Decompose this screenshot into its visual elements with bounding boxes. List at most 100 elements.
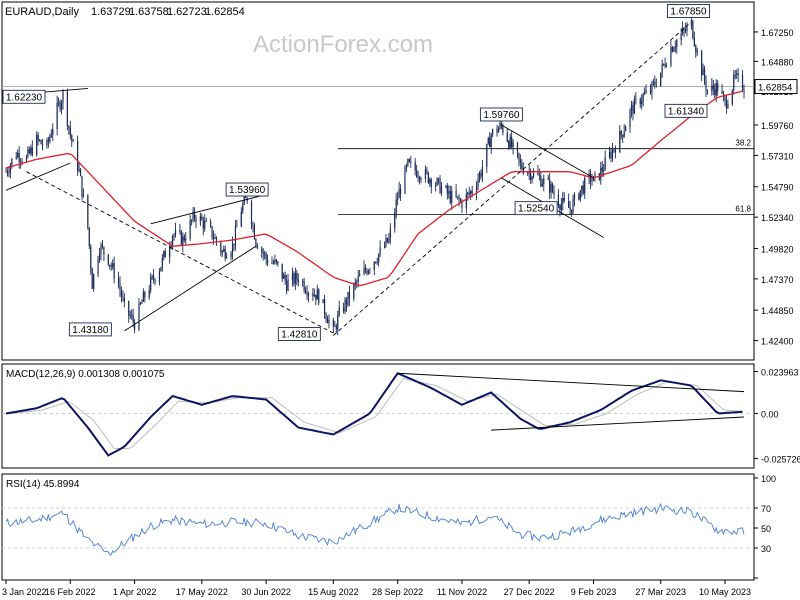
candle-body (231, 243, 234, 254)
candle-body (27, 149, 29, 157)
candle-body (508, 141, 510, 148)
candle-body (169, 247, 171, 258)
candle-body (369, 269, 371, 271)
candle-body (408, 159, 410, 162)
candle-body (386, 238, 389, 243)
candle-body (285, 280, 288, 291)
candle-body (635, 98, 637, 100)
current-price-box (754, 79, 798, 95)
candle-body (690, 20, 692, 27)
candle-body (375, 261, 377, 263)
candle-body (306, 292, 308, 296)
candle-body (144, 292, 146, 298)
candle-body (429, 179, 431, 183)
candle-body (255, 239, 257, 246)
candle-body (272, 262, 275, 264)
macd-plot (2, 372, 754, 457)
price-y-tick-label: 1.54790 (761, 183, 794, 193)
candle-body (132, 315, 134, 322)
candle-body (538, 174, 541, 176)
candle-body (49, 136, 51, 142)
price-y-tick-label: 1.67250 (761, 28, 794, 38)
candle-body (527, 172, 529, 174)
candle-body (439, 178, 441, 194)
candle-body (481, 166, 484, 177)
candle-body (332, 319, 334, 327)
candle-body (717, 83, 719, 91)
candle-body (180, 231, 182, 246)
candle-body (465, 194, 467, 209)
candle-body (153, 275, 155, 280)
price-plot: 38.2 61.8 1.67850 1.62230 1.61340 1.59760 1.53… (2, 4, 754, 341)
candle-body (541, 183, 543, 187)
candle-body (211, 226, 213, 238)
candle-body (518, 153, 520, 160)
candle-body (506, 132, 508, 142)
candle-body (731, 90, 733, 105)
candle-body (88, 227, 90, 247)
candle-body (543, 178, 545, 184)
candle-body (171, 236, 174, 245)
candle-body (737, 73, 739, 75)
candle-body (458, 196, 460, 200)
candle-body (644, 92, 646, 95)
candle-body (141, 301, 143, 304)
price-annotation-label: 1.62230 (6, 92, 43, 103)
candle-body (478, 172, 481, 180)
candle-body (477, 179, 479, 187)
candle-body (619, 131, 621, 153)
candle-body (52, 128, 54, 135)
candle-body (366, 270, 368, 274)
candle-body (379, 247, 381, 255)
candle-body (629, 110, 631, 127)
price-annotation-box (225, 182, 269, 197)
candle-body (110, 265, 112, 267)
candle-body (60, 102, 63, 110)
price-panel-frame (1, 1, 755, 361)
candle-body (424, 169, 427, 179)
candle-body (334, 326, 336, 327)
candle-body (395, 200, 397, 214)
candle-body (733, 75, 735, 91)
x-axis-tick-label: 10 May 2023 (699, 587, 751, 597)
candle-body (471, 191, 473, 194)
candle-body (266, 259, 269, 264)
candle-body (404, 167, 406, 194)
candle-body (741, 74, 744, 90)
candle-body (151, 275, 153, 278)
rsi-y-tick-label: 100 (761, 474, 776, 484)
candle-body (711, 85, 713, 92)
candle-body (623, 131, 625, 137)
candle-body (313, 294, 315, 297)
candle-body (56, 102, 58, 129)
rsi-title: RSI(14) 45.8994 (6, 479, 80, 490)
macd-signal-line (6, 377, 743, 449)
candle-body (613, 149, 615, 151)
candle-body (579, 190, 581, 200)
header-low: 1.62723 (167, 6, 207, 18)
candle-body (359, 274, 361, 277)
candle-body (234, 226, 237, 245)
candle-body (696, 51, 698, 53)
candle-body (682, 28, 684, 34)
rsi-y-tick-label: 30 (761, 544, 771, 554)
candle-body (182, 236, 184, 246)
candle-body (600, 167, 602, 180)
candle-body (6, 171, 9, 173)
candle-body (323, 299, 326, 315)
price-y-tick-label: 1.57310 (761, 151, 794, 161)
candle-body (347, 291, 349, 305)
x-axis-tick-label: 28 Sep 2022 (372, 587, 423, 597)
candle-body (389, 228, 391, 238)
candle-body (236, 226, 238, 228)
candle-body (399, 189, 402, 194)
candle-body (226, 257, 228, 259)
candle-body (572, 199, 574, 213)
candle-body (530, 171, 532, 180)
candle-body (633, 98, 635, 114)
candle-body (164, 251, 166, 258)
x-axis-tick-label: 1 Apr 2022 (113, 587, 157, 597)
candle-body (734, 74, 736, 76)
candle-body (261, 248, 263, 252)
fibonacci-label: 61.8 (735, 205, 751, 214)
